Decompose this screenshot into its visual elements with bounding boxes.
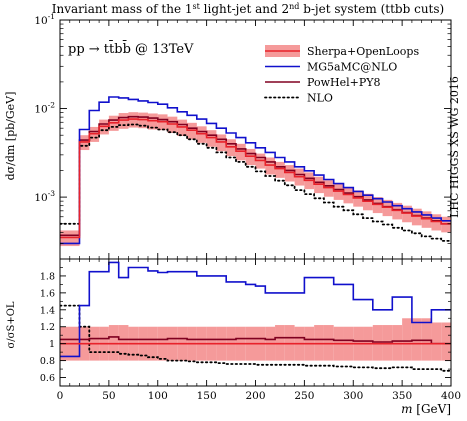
uncertainty-band-bin: [177, 119, 188, 136]
uncertainty-band-bin: [226, 139, 236, 157]
title-sup: st: [193, 2, 201, 11]
uncertainty-band-bin: [431, 322, 442, 361]
uncertainty-band-bin: [118, 113, 129, 129]
uncertainty-band-bin: [314, 325, 324, 361]
uncertainty-band-bin: [402, 205, 412, 223]
uncertainty-band-bin: [196, 126, 207, 143]
uncertainty-band-bin: [284, 165, 295, 182]
x-tick-label: 100: [148, 390, 168, 402]
y-axis-label-top: dσ/dm [pb/GeV]: [4, 92, 17, 181]
x-axis-unit: [GeV]: [416, 402, 451, 416]
ratio-tick-label: 1.8: [40, 271, 55, 282]
series-line-mg5amc-nlo: [60, 261, 451, 358]
x-tick-label: 50: [102, 390, 115, 402]
uncertainty-band-bin: [216, 134, 227, 152]
x-tick-label: 300: [343, 390, 363, 402]
x-tick-label: 200: [245, 390, 265, 402]
y-tick-base: 10: [34, 192, 47, 204]
uncertainty-band-bin: [363, 193, 373, 211]
x-tick-label: 250: [294, 390, 314, 402]
ratio-tick-label: 1.4: [40, 305, 55, 316]
legend: Sherpa+OpenLoops MG5aMC@NLO PowHel+PY8 NLO: [264, 45, 419, 105]
ratio-tick-label: 1.6: [40, 288, 55, 299]
uncertainty-band-bin: [118, 325, 129, 361]
x-tick-label: 150: [197, 390, 217, 402]
ratio-panel: [60, 261, 451, 372]
legend-label-sherpa-openloops: Sherpa+OpenLoops: [307, 45, 419, 58]
uncertainty-band-bin: [235, 143, 246, 161]
y-axis-label-ratio: σ/σS+OL: [6, 301, 17, 348]
uncertainty-band-bin: [275, 325, 285, 361]
y-tick-exp: -2: [48, 101, 56, 110]
y-tick-base: 10: [34, 104, 47, 116]
uncertainty-band-bin: [323, 325, 334, 361]
chart-title: Invariant mass of the 1st light-jet and …: [52, 2, 444, 16]
title-sup: nd: [289, 2, 299, 11]
uncertainty-band-bin: [402, 318, 412, 361]
uncertainty-band-bin: [382, 199, 393, 217]
ratio-tick-label: 0.6: [40, 373, 55, 384]
ratio-tick-label: 0.8: [40, 356, 55, 367]
uncertainty-band-bin: [411, 318, 422, 361]
uncertainty-band-bin: [372, 325, 383, 361]
series-line-sherpa-openloops: [60, 118, 451, 239]
legend-label-powhel-py8: PowHel+PY8: [307, 76, 381, 89]
y-tick-label: 10-1: [34, 12, 55, 27]
series-line-nlo: [60, 123, 451, 242]
x-axis-label: m [GeV]: [401, 402, 451, 416]
y-tick-base: 10: [34, 15, 47, 27]
uncertainty-band-bin: [392, 202, 403, 220]
uncertainty-band-bin: [138, 112, 148, 129]
top-panel: [60, 96, 451, 247]
process-label: pp → tt̄bb̄ @ 13TeV: [68, 40, 194, 57]
x-axis-var: m: [401, 402, 412, 416]
uncertainty-band-bin: [441, 322, 451, 361]
uncertainty-band-bin: [167, 116, 178, 133]
uncertainty-band-bin: [392, 325, 403, 361]
uncertainty-band-bin: [431, 214, 442, 231]
axes: 0 50 100 150 200 250 300 350 40010-110-210-30.60…: [34, 12, 461, 402]
legend-label-nlo: NLO: [307, 92, 333, 105]
y-tick-label: 10-2: [34, 101, 55, 116]
title-part: b-jet system (ttbb cuts): [299, 2, 444, 16]
uncertainty-band-bin: [421, 318, 432, 361]
uncertainty-band-bin: [284, 325, 295, 361]
x-tick-label: 350: [392, 390, 412, 402]
uncertainty-band-bin: [187, 122, 197, 140]
title-part: Invariant mass of the 1: [52, 2, 193, 16]
ratio-tick-label: 1: [49, 339, 55, 350]
y-tick-exp: -1: [48, 12, 55, 21]
x-tick-label: 400: [441, 390, 461, 402]
ratio-tick-label: 1.2: [40, 322, 55, 333]
x-tick-label: 0: [57, 390, 64, 402]
uncertainty-band-bin: [275, 161, 285, 178]
y-tick-label: 10-3: [34, 189, 55, 204]
series-line-powhel-py8: [60, 336, 451, 345]
uncertainty-band-bin: [206, 130, 217, 147]
legend-label-mg5amc-nlo: MG5aMC@NLO: [307, 61, 397, 74]
uncertainty-band-bin: [421, 211, 432, 228]
uncertainty-band-bin: [411, 208, 422, 226]
uncertainty-band-bin: [323, 180, 334, 197]
side-label: LHC HIGGS XS WG 2016: [448, 76, 461, 218]
y-tick-exp: -3: [48, 189, 56, 198]
title-part: light-jet and 2: [200, 2, 289, 16]
uncertainty-band-bin: [382, 325, 393, 361]
series-line-nlo: [60, 304, 451, 372]
series-line-mg5amc-nlo: [60, 96, 451, 245]
uncertainty-band-bin: [265, 157, 276, 175]
uncertainty-band-bin: [108, 325, 119, 361]
